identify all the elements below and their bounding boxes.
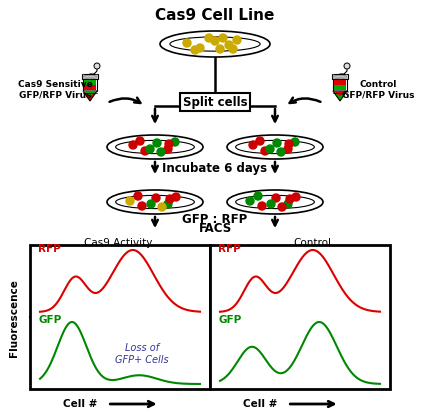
Circle shape	[147, 201, 155, 209]
Circle shape	[291, 139, 299, 147]
Ellipse shape	[236, 141, 314, 154]
Ellipse shape	[236, 196, 314, 209]
Text: Cas9 Activity: Cas9 Activity	[84, 237, 152, 247]
Circle shape	[196, 45, 204, 53]
Circle shape	[129, 142, 137, 150]
Circle shape	[254, 192, 262, 201]
Circle shape	[284, 201, 292, 209]
Circle shape	[164, 146, 172, 154]
Circle shape	[273, 140, 281, 147]
Circle shape	[261, 147, 269, 156]
Circle shape	[164, 201, 172, 209]
Bar	[332, 75, 348, 80]
Circle shape	[205, 35, 213, 43]
Polygon shape	[333, 92, 347, 97]
Circle shape	[246, 197, 254, 206]
Circle shape	[153, 140, 161, 147]
Text: GFP : RFP: GFP : RFP	[182, 213, 248, 226]
Circle shape	[172, 194, 180, 202]
Bar	[333, 80, 347, 92]
Circle shape	[146, 146, 154, 154]
Text: Loss of
GFP+ Cells: Loss of GFP+ Cells	[115, 342, 169, 364]
Circle shape	[286, 195, 294, 204]
Text: Control
GFP/RFP Virus: Control GFP/RFP Virus	[342, 80, 414, 99]
Circle shape	[249, 142, 257, 150]
Ellipse shape	[160, 32, 270, 58]
Text: Cell #: Cell #	[63, 398, 98, 408]
Circle shape	[344, 64, 350, 70]
Circle shape	[183, 40, 191, 48]
Circle shape	[165, 141, 173, 149]
Polygon shape	[333, 92, 347, 102]
Circle shape	[216, 46, 224, 54]
Circle shape	[256, 138, 264, 146]
Ellipse shape	[227, 190, 323, 214]
Text: Cell #: Cell #	[243, 398, 278, 408]
Text: GFP: GFP	[38, 314, 61, 324]
Circle shape	[166, 195, 174, 204]
Text: Cas9 Cell Line: Cas9 Cell Line	[155, 8, 275, 23]
Circle shape	[211, 38, 219, 46]
Circle shape	[136, 138, 144, 146]
Circle shape	[277, 149, 285, 157]
Ellipse shape	[170, 38, 260, 52]
Circle shape	[219, 35, 227, 43]
Circle shape	[158, 204, 166, 211]
Bar	[30, 245, 210, 389]
Circle shape	[138, 202, 146, 211]
Bar	[334, 81, 346, 86]
Ellipse shape	[227, 136, 323, 159]
Circle shape	[126, 197, 134, 206]
Circle shape	[284, 146, 292, 154]
Bar	[334, 86, 346, 91]
Bar	[84, 86, 96, 91]
Ellipse shape	[116, 196, 194, 209]
Circle shape	[134, 192, 142, 201]
Circle shape	[94, 64, 100, 70]
Circle shape	[258, 202, 266, 211]
Circle shape	[267, 201, 275, 209]
Circle shape	[292, 194, 300, 202]
Text: Control: Control	[293, 237, 331, 247]
Text: GFP: GFP	[218, 314, 241, 324]
Circle shape	[141, 147, 149, 156]
Ellipse shape	[107, 190, 203, 214]
Circle shape	[191, 47, 199, 55]
Polygon shape	[83, 92, 97, 102]
Bar	[82, 75, 98, 80]
Text: FACS: FACS	[198, 222, 232, 235]
Text: Cas9 Sensitive
GFP/RFP Virus: Cas9 Sensitive GFP/RFP Virus	[18, 80, 92, 99]
Circle shape	[152, 195, 160, 202]
Circle shape	[171, 139, 179, 147]
Circle shape	[225, 42, 233, 50]
Text: Incubate 6 days: Incubate 6 days	[163, 162, 267, 175]
Text: RFP: RFP	[38, 243, 61, 254]
Circle shape	[285, 141, 293, 149]
Text: Fluorescence: Fluorescence	[9, 278, 19, 356]
Polygon shape	[83, 92, 97, 97]
Bar	[83, 80, 97, 92]
Circle shape	[233, 37, 241, 45]
Ellipse shape	[107, 136, 203, 159]
Text: Split cells: Split cells	[183, 96, 247, 109]
Bar	[84, 81, 96, 86]
Bar	[210, 245, 390, 389]
Circle shape	[278, 204, 286, 211]
Circle shape	[272, 195, 280, 202]
Text: RFP: RFP	[218, 243, 241, 254]
Circle shape	[157, 149, 165, 157]
Circle shape	[266, 146, 274, 154]
Circle shape	[229, 46, 237, 54]
Ellipse shape	[116, 141, 194, 154]
